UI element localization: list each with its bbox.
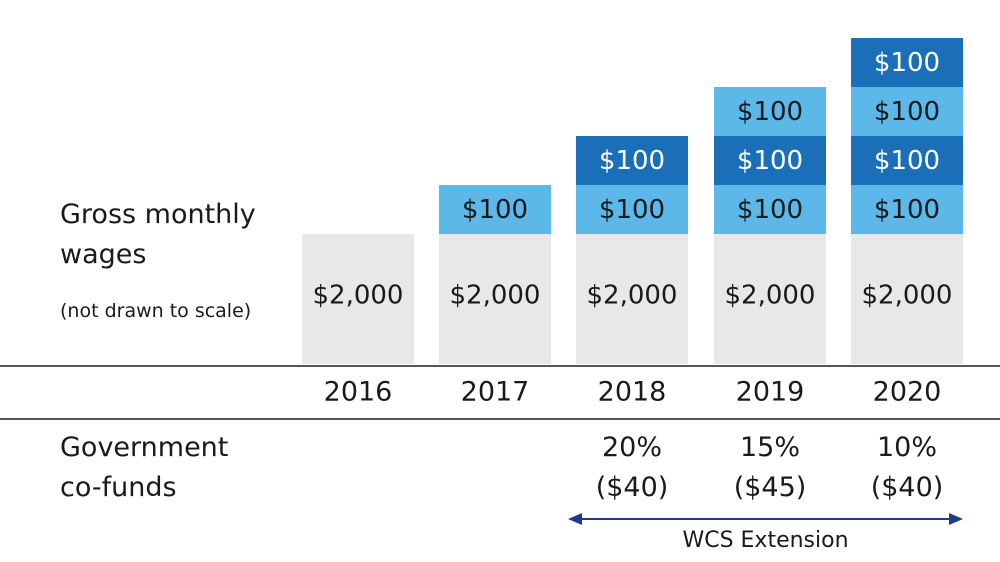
increment-label-2020-3: $100 [874,97,940,127]
base-bar-2018 [576,234,688,364]
base-bar-2019 [714,234,826,364]
base-label-2017: $2,000 [450,281,541,311]
cofund-percent-2020: 10% [876,432,937,463]
scale-note: (not drawn to scale) [60,300,252,322]
increment-segment-2020-4 [851,38,963,87]
base-bar-2016 [302,234,414,364]
increment-label-2020-4: $100 [874,48,940,78]
increment-label-2020-1: $100 [874,195,940,225]
cofund-amount-2020: ($40) [870,472,944,503]
base-bar-2017 [439,234,551,364]
cofund-label-line2: co-funds [60,472,177,503]
increment-label-2018-2: $100 [599,146,665,176]
increment-label-2019-1: $100 [737,195,803,225]
increment-label-2017-1: $100 [462,195,528,225]
increment-segment-2019-2 [714,136,826,185]
year-label-2020: 2020 [873,377,942,408]
year-label-2018: 2018 [598,377,667,408]
year-label-2017: 2017 [461,377,530,408]
increment-label-2019-2: $100 [737,146,803,176]
cofund-percent-2018: 20% [601,432,662,463]
cofund-amount-2019: ($45) [733,472,807,503]
base-label-2019: $2,000 [725,281,816,311]
year-label-2016: 2016 [324,377,393,408]
cofund-amount-2018: ($40) [595,472,669,503]
base-bar-2020 [851,234,963,364]
increment-segment-2017-1 [439,185,551,234]
base-label-2016: $2,000 [313,281,404,311]
increment-label-2019-3: $100 [737,97,803,127]
year-labels: 2016 2017 2018 2019 2020 [324,377,942,408]
cofund-label-line1: Government [60,432,229,463]
increment-label-2018-1: $100 [599,195,665,225]
increment-segment-2019-1 [714,185,826,234]
bars-layer: $2,000 $2,000 $100 $2,000 $100 $100 $2,000 $100… [302,38,963,364]
increment-segment-2020-2 [851,136,963,185]
increment-segment-2020-3 [851,87,963,136]
wcs-extension-label: WCS Extension [682,528,848,553]
base-label-2020: $2,000 [862,281,953,311]
arrow-left-icon [568,513,582,525]
increment-segment-2018-2 [576,136,688,185]
base-label-2018: $2,000 [587,281,678,311]
increment-label-2020-2: $100 [874,146,940,176]
annotation-layer: WCS Extension [568,513,963,553]
cofund-percent-2019: 15% [739,432,800,463]
wages-label-line1: Gross monthly [60,199,256,230]
increment-segment-2018-1 [576,185,688,234]
increment-segment-2020-1 [851,185,963,234]
arrow-right-icon [949,513,963,525]
year-label-2019: 2019 [736,377,805,408]
increment-segment-2019-3 [714,87,826,136]
wages-label-line2: wages [60,239,147,270]
